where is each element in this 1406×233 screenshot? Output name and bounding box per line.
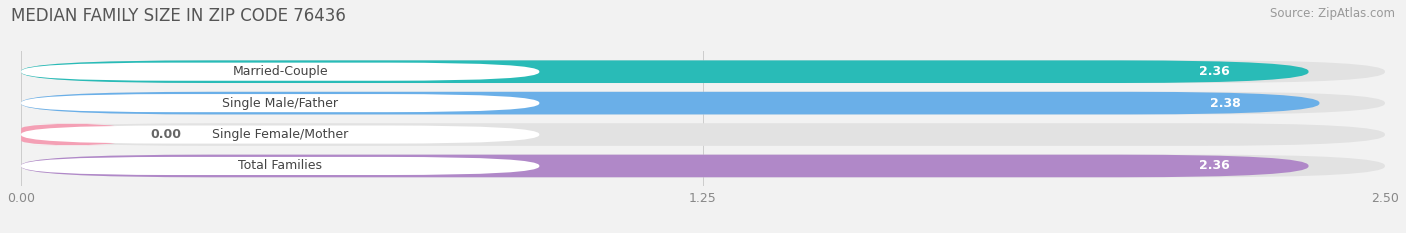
FancyBboxPatch shape [21, 155, 1385, 177]
FancyBboxPatch shape [21, 92, 1385, 114]
Text: 2.36: 2.36 [1199, 159, 1230, 172]
FancyBboxPatch shape [21, 155, 1309, 177]
Text: Source: ZipAtlas.com: Source: ZipAtlas.com [1270, 7, 1395, 20]
FancyBboxPatch shape [21, 92, 1319, 114]
FancyBboxPatch shape [21, 94, 540, 112]
FancyBboxPatch shape [21, 60, 1385, 83]
FancyBboxPatch shape [21, 123, 124, 146]
FancyBboxPatch shape [21, 123, 1385, 146]
FancyBboxPatch shape [21, 60, 1309, 83]
Text: Married-Couple: Married-Couple [232, 65, 328, 78]
Text: 2.38: 2.38 [1209, 97, 1240, 110]
Text: Total Families: Total Families [238, 159, 322, 172]
Text: 2.36: 2.36 [1199, 65, 1230, 78]
FancyBboxPatch shape [21, 157, 540, 175]
Text: 0.00: 0.00 [150, 128, 181, 141]
FancyBboxPatch shape [21, 63, 540, 81]
Text: MEDIAN FAMILY SIZE IN ZIP CODE 76436: MEDIAN FAMILY SIZE IN ZIP CODE 76436 [11, 7, 346, 25]
Text: Single Female/Mother: Single Female/Mother [212, 128, 349, 141]
Text: Single Male/Father: Single Male/Father [222, 97, 339, 110]
FancyBboxPatch shape [21, 126, 540, 144]
